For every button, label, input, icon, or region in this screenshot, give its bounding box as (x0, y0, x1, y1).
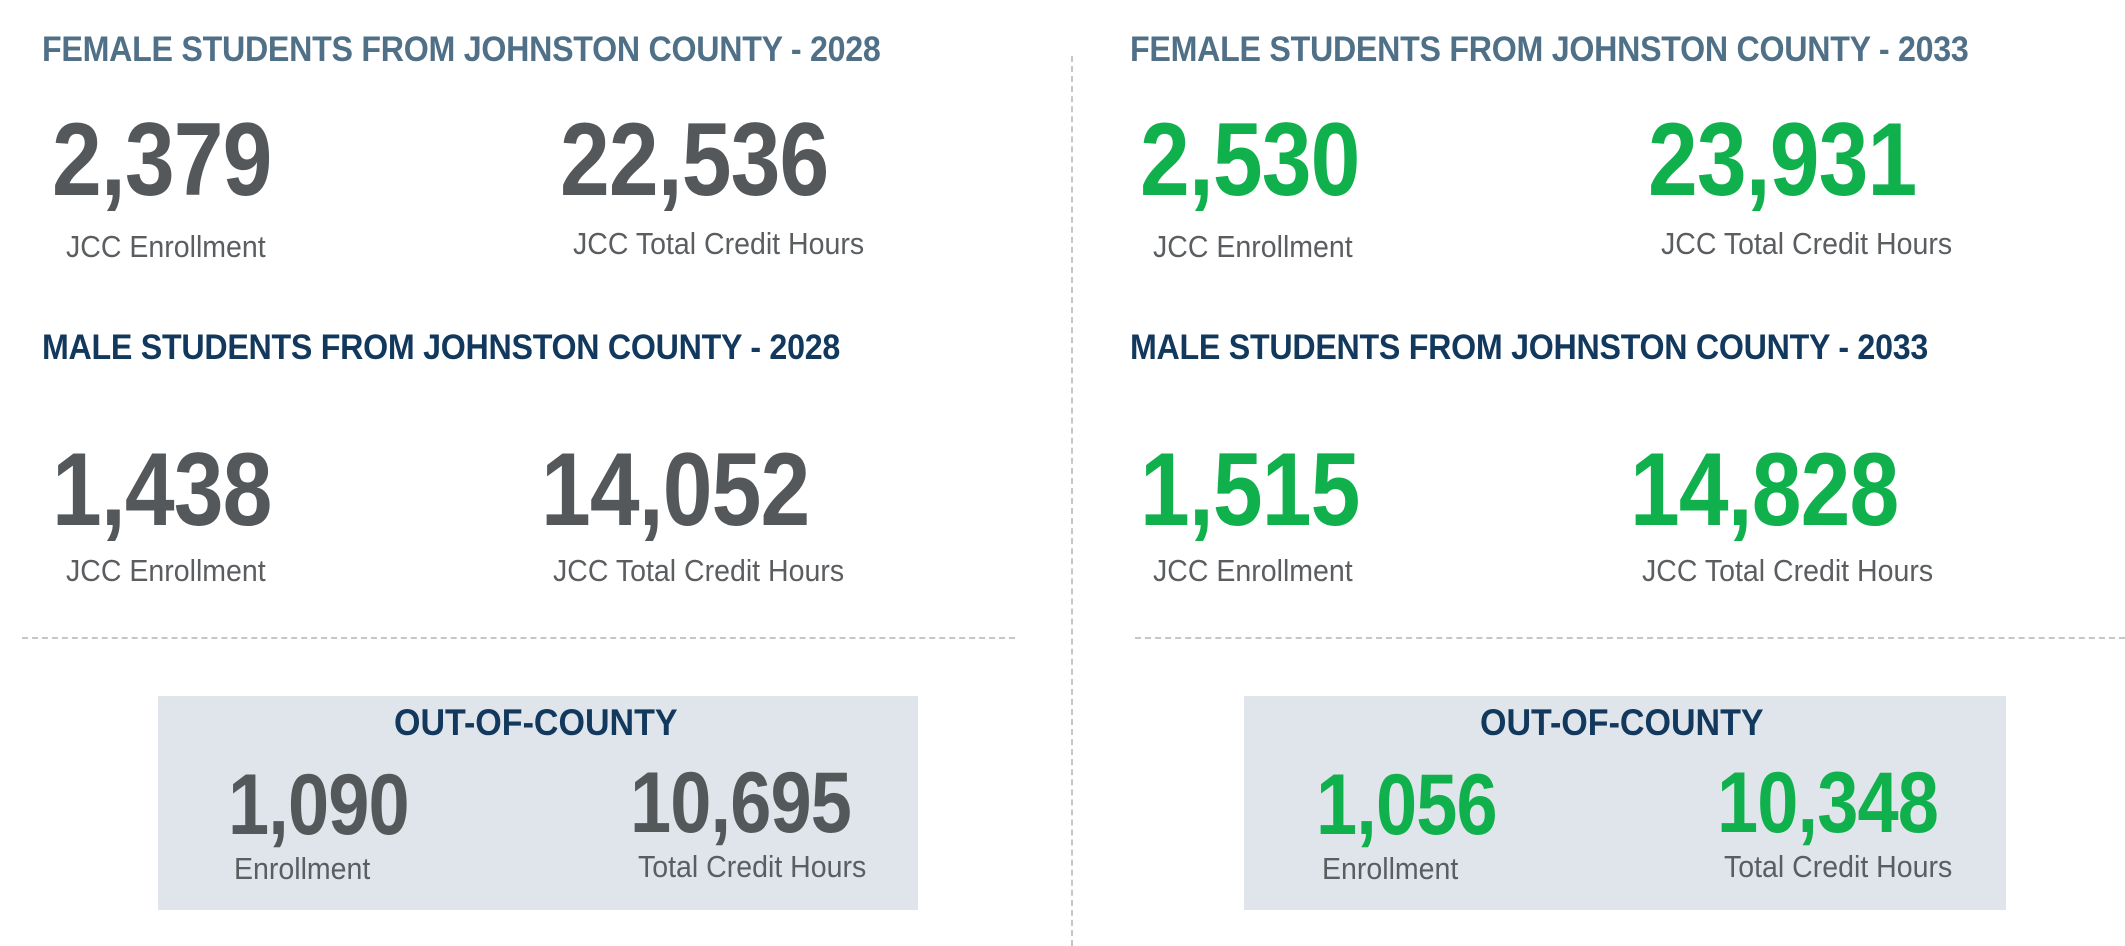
male-2033-enrollment-value: 1,515 (1140, 432, 1360, 548)
out-of-county-2028-hours-value: 10,695 (630, 755, 852, 851)
female-2028-hours-value: 22,536 (560, 102, 829, 218)
out-of-county-2028-box: OUT-OF-COUNTY 1,090 Enrollment 10,695 To… (158, 696, 918, 910)
female-2033-enrollment-label: JCC Enrollment (1153, 229, 1353, 264)
out-of-county-2033-enrollment-label: Enrollment (1322, 851, 1459, 886)
male-2033-heading: MALE STUDENTS FROM JOHNSTON COUNTY - 203… (1130, 328, 1928, 367)
out-of-county-2033-hours-label: Total Credit Hours (1724, 849, 1953, 884)
out-of-county-2028-hours-label: Total Credit Hours (638, 849, 867, 884)
male-2033-hours-value: 14,828 (1630, 432, 1899, 548)
female-2033-heading: FEMALE STUDENTS FROM JOHNSTON COUNTY - 2… (1130, 30, 1969, 69)
out-of-county-2033-enrollment-value: 1,056 (1316, 757, 1498, 853)
male-2028-hours-value: 14,052 (541, 432, 810, 548)
out-of-county-2028-enrollment-value: 1,090 (228, 757, 410, 853)
male-2028-hours-label: JCC Total Credit Hours (553, 553, 845, 588)
out-of-county-2033-title: OUT-OF-COUNTY (1480, 702, 1764, 743)
female-2028-hours-label: JCC Total Credit Hours (573, 226, 865, 261)
female-2028-enrollment-label: JCC Enrollment (66, 229, 266, 264)
female-2028-heading: FEMALE STUDENTS FROM JOHNSTON COUNTY - 2… (42, 30, 881, 69)
female-2033-hours-label: JCC Total Credit Hours (1661, 226, 1953, 261)
out-of-county-2033-hours-value: 10,348 (1717, 755, 1939, 851)
out-of-county-2033-box: OUT-OF-COUNTY 1,056 Enrollment 10,348 To… (1244, 696, 2006, 910)
section-divider-2033 (1135, 637, 2125, 639)
panel-separator (1071, 56, 1073, 946)
male-2033-hours-label: JCC Total Credit Hours (1642, 553, 1934, 588)
out-of-county-2028-title: OUT-OF-COUNTY (394, 702, 678, 743)
male-2028-enrollment-label: JCC Enrollment (66, 553, 266, 588)
female-2033-enrollment-value: 2,530 (1140, 102, 1360, 218)
male-2033-enrollment-label: JCC Enrollment (1153, 553, 1353, 588)
male-2028-heading: MALE STUDENTS FROM JOHNSTON COUNTY - 202… (42, 328, 840, 367)
out-of-county-2028-enrollment-label: Enrollment (234, 851, 371, 886)
section-divider-2028 (22, 637, 1015, 639)
female-2028-enrollment-value: 2,379 (52, 102, 272, 218)
male-2028-enrollment-value: 1,438 (52, 432, 272, 548)
female-2033-hours-value: 23,931 (1648, 102, 1917, 218)
